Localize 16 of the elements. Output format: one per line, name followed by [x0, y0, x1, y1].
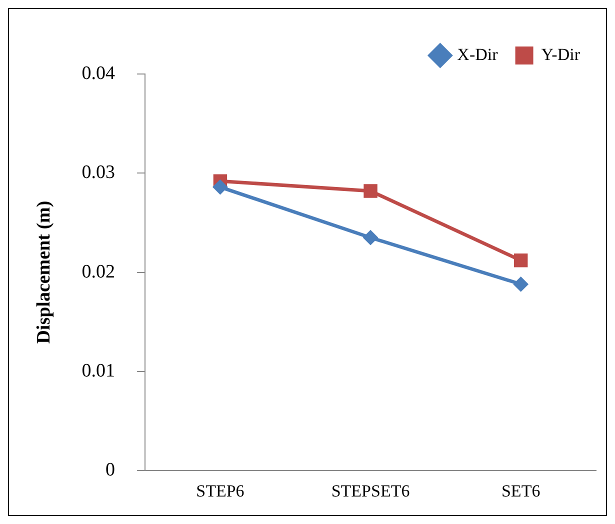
- y-tick-label: 0.01: [82, 360, 116, 382]
- point: [513, 276, 528, 292]
- y-tick-label: 0.04: [82, 62, 116, 84]
- y-tick-label: 0.03: [82, 162, 116, 184]
- x-tick-label: SET6: [501, 481, 540, 500]
- point: [212, 180, 228, 195]
- x-tick-label: STEPSET6: [331, 481, 410, 500]
- y-tick-label: 0.02: [82, 261, 116, 282]
- x-tick-label: STEP6: [196, 481, 244, 500]
- y-axis-title: Displacement (m): [33, 200, 54, 344]
- point: [364, 184, 378, 198]
- point: [363, 230, 378, 246]
- legend-label: X-Dir: [457, 44, 498, 64]
- y-tick-label: 0: [106, 460, 116, 481]
- legend-label: Y-Dir: [541, 44, 580, 64]
- point: [514, 254, 528, 268]
